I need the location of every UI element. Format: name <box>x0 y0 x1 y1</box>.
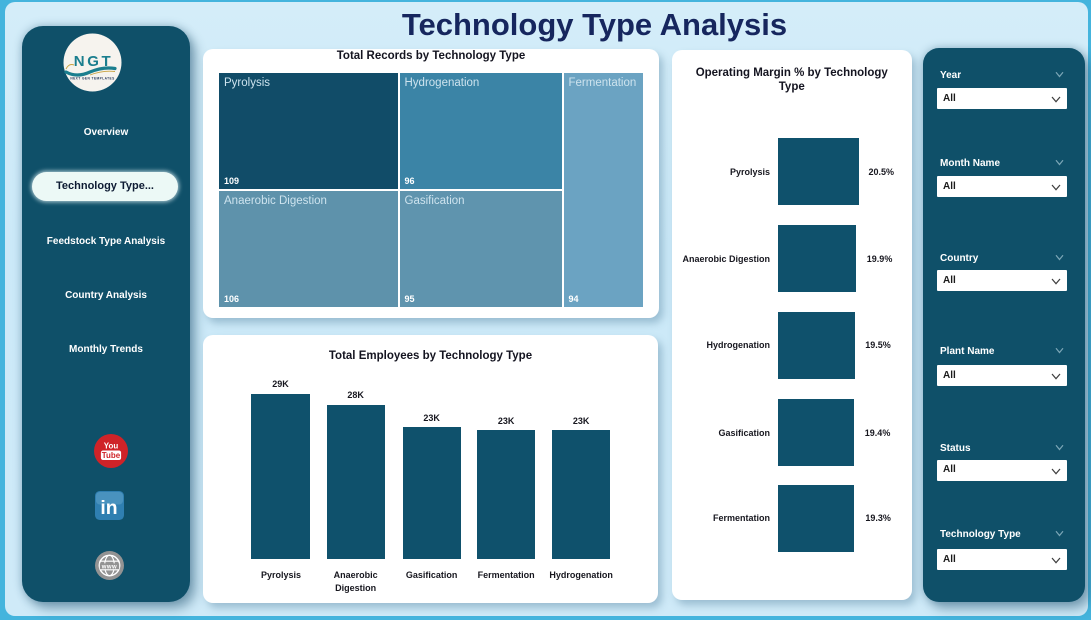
svg-text:Tube: Tube <box>102 451 121 460</box>
svg-text:in: in <box>100 498 117 519</box>
svg-text:You: You <box>104 441 119 450</box>
svg-text:NEXT GEN TEMPLATES: NEXT GEN TEMPLATES <box>70 77 114 81</box>
svg-text:www: www <box>101 564 117 570</box>
svg-text:NGT: NGT <box>74 53 113 70</box>
